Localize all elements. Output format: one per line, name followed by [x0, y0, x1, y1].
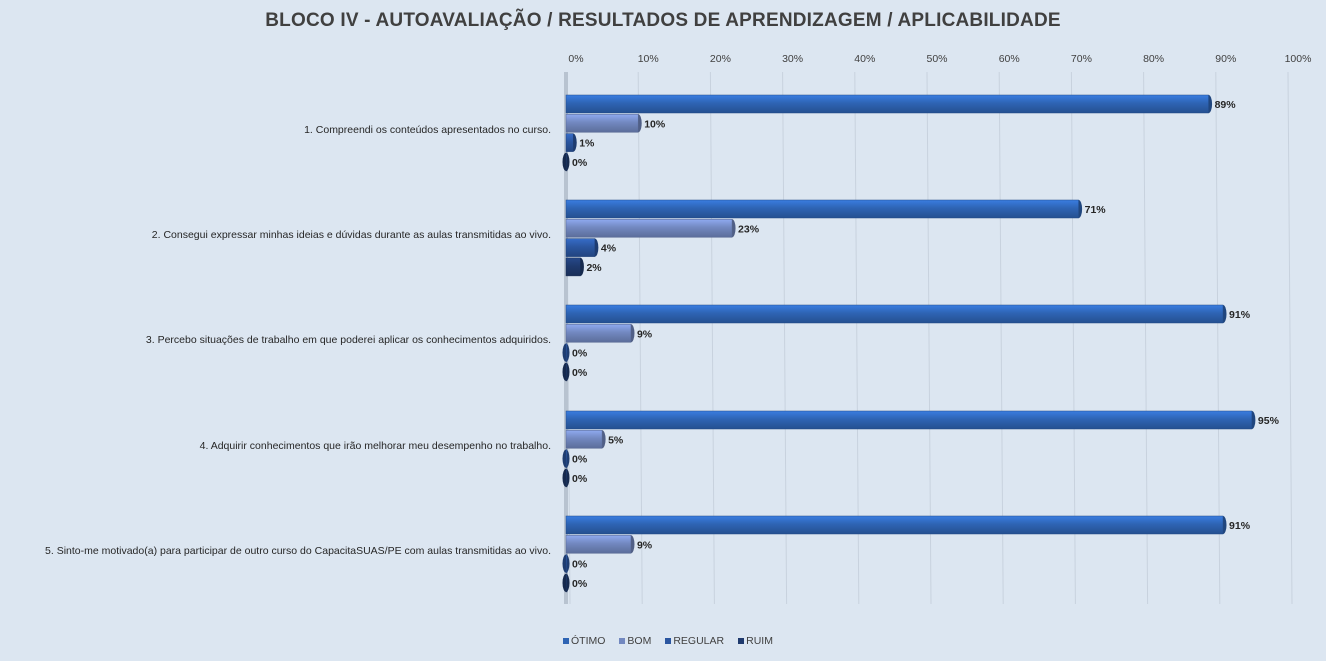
x-tick-label: 60%: [999, 53, 1020, 65]
category-label: 4. Adquirir conhecimentos que irão melho…: [199, 439, 551, 452]
data-label: 9%: [637, 328, 653, 340]
gridline: [1287, 71, 1293, 605]
gridline: [1215, 71, 1221, 605]
category-label: 2. Consegui expressar minhas ideias e dú…: [151, 228, 551, 241]
bar-regular: [565, 554, 568, 573]
data-label: 91%: [1229, 520, 1251, 532]
bar-regular: [565, 133, 574, 152]
gridline: [782, 71, 788, 605]
bar-ótimo: [565, 515, 1224, 535]
bar-bom: [565, 219, 733, 238]
legend-item: BOM: [619, 635, 651, 647]
category-label: 5. Sinto-me motivado(a) para participar …: [45, 544, 551, 557]
gridline: [637, 71, 643, 605]
data-label: 4%: [601, 243, 617, 255]
legend-item: REGULAR: [665, 635, 724, 647]
legend: ÓTIMO BOM REGULAR RUIM: [563, 635, 773, 647]
bar-ótimo: [565, 199, 1079, 219]
gridline: [709, 71, 715, 605]
legend-label: ÓTIMO: [571, 635, 606, 647]
bar-bom: [565, 324, 632, 343]
x-tick-label: 100%: [1285, 53, 1312, 65]
x-tick-label: 70%: [1071, 53, 1092, 65]
data-label: 0%: [572, 559, 588, 571]
data-label: 0%: [572, 473, 588, 485]
x-tick-label: 90%: [1215, 53, 1236, 65]
legend-swatch: [665, 638, 672, 644]
legend-swatch: [563, 638, 569, 644]
legend-label: RUIM: [746, 635, 773, 647]
bar-regular: [565, 343, 568, 362]
data-label: 9%: [637, 539, 653, 551]
legend-swatch: [738, 638, 745, 644]
bar-ruim: [565, 257, 581, 277]
data-label: 0%: [572, 578, 588, 590]
x-tick-label: 0%: [568, 53, 583, 65]
chart-title: BLOCO IV - AUTOAVALIAÇÃO / RESULTADOS DE…: [265, 10, 1061, 31]
legend-swatch: [619, 638, 626, 644]
category-label: 1. Compreendi os conteúdos apresentados …: [304, 123, 551, 136]
data-label: 0%: [572, 367, 588, 379]
bar-bom: [565, 114, 639, 133]
x-tick-label: 20%: [710, 53, 731, 65]
data-label: 0%: [572, 454, 588, 466]
data-label: 23%: [738, 223, 760, 235]
category-label: 3. Percebo situações de trabalho em que …: [145, 333, 551, 346]
x-tick-label: 80%: [1143, 53, 1164, 65]
bar-ótimo: [565, 304, 1224, 324]
data-label: 91%: [1229, 309, 1251, 321]
data-label: 95%: [1258, 415, 1280, 427]
bar-regular: [565, 238, 596, 257]
legend-label: REGULAR: [673, 635, 725, 647]
data-label: 1%: [579, 138, 595, 150]
bar-ruim: [565, 468, 568, 488]
legend-item: RUIM: [738, 635, 773, 647]
x-tick-label: 50%: [926, 53, 947, 65]
bar-regular: [565, 449, 568, 468]
data-label: 5%: [608, 434, 624, 446]
gridline: [854, 71, 860, 605]
gridline: [1143, 71, 1149, 605]
gridline: [998, 71, 1004, 605]
bar-ruim: [565, 362, 568, 382]
x-tick-label: 10%: [638, 53, 659, 65]
data-label: 2%: [586, 262, 602, 274]
bar-bom: [565, 535, 632, 554]
x-tick-label: 40%: [854, 53, 875, 65]
bar-ruim: [565, 152, 568, 172]
data-label: 71%: [1085, 204, 1107, 216]
bar-ótimo: [565, 94, 1209, 114]
legend-item: ÓTIMO: [563, 635, 605, 647]
gridline: [926, 71, 932, 605]
bar-bom: [565, 430, 603, 449]
bar-ótimo: [565, 410, 1253, 430]
data-label: 10%: [644, 118, 666, 130]
bar-ruim: [565, 573, 568, 593]
data-label: 89%: [1215, 99, 1237, 111]
legend-label: BOM: [627, 635, 652, 647]
data-label: 0%: [572, 157, 588, 169]
x-tick-label: 30%: [782, 53, 803, 65]
gridline: [1070, 71, 1076, 605]
data-label: 0%: [572, 348, 588, 360]
